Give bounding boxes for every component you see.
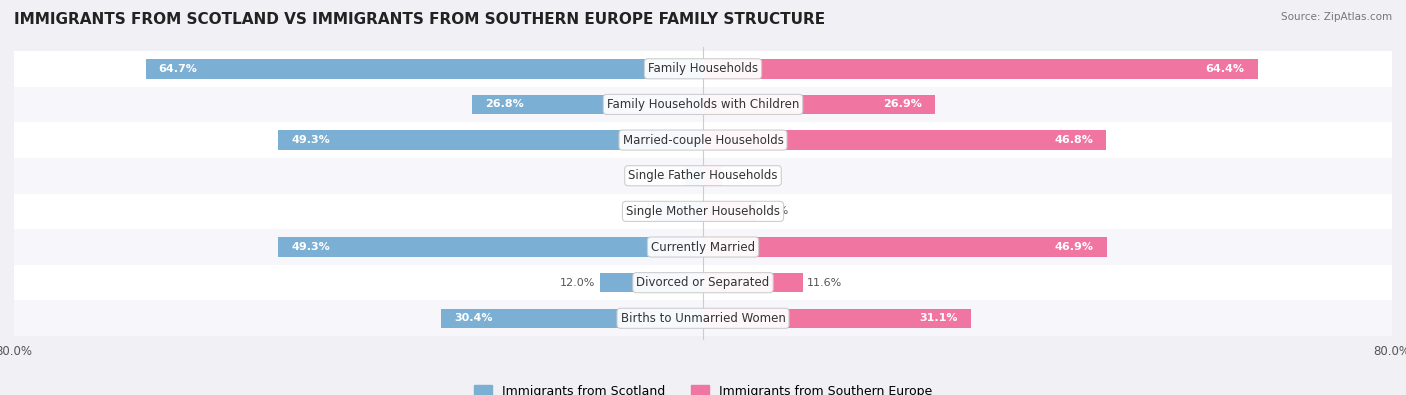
Text: 12.0%: 12.0%	[560, 278, 595, 288]
Text: 26.9%: 26.9%	[883, 100, 922, 109]
Bar	[14, 122, 1392, 158]
Text: Family Households with Children: Family Households with Children	[607, 98, 799, 111]
Text: Single Father Households: Single Father Households	[628, 169, 778, 182]
Bar	[14, 301, 1392, 336]
Text: Births to Unmarried Women: Births to Unmarried Women	[620, 312, 786, 325]
Bar	[703, 95, 935, 114]
Legend: Immigrants from Scotland, Immigrants from Southern Europe: Immigrants from Scotland, Immigrants fro…	[474, 385, 932, 395]
Bar	[703, 308, 970, 328]
Bar	[703, 130, 1107, 150]
Bar	[703, 201, 755, 221]
Text: Married-couple Households: Married-couple Households	[623, 134, 783, 147]
Text: Single Mother Households: Single Mother Households	[626, 205, 780, 218]
Bar	[14, 229, 1392, 265]
Text: 46.9%: 46.9%	[1054, 242, 1094, 252]
Text: IMMIGRANTS FROM SCOTLAND VS IMMIGRANTS FROM SOUTHERN EUROPE FAMILY STRUCTURE: IMMIGRANTS FROM SCOTLAND VS IMMIGRANTS F…	[14, 12, 825, 27]
Bar	[472, 95, 703, 114]
Bar	[278, 237, 703, 257]
Text: 46.8%: 46.8%	[1054, 135, 1092, 145]
Bar	[703, 166, 721, 186]
Text: 11.6%: 11.6%	[807, 278, 842, 288]
Bar	[685, 166, 703, 186]
Bar	[441, 308, 703, 328]
Text: Source: ZipAtlas.com: Source: ZipAtlas.com	[1281, 12, 1392, 22]
Text: 6.1%: 6.1%	[759, 206, 789, 216]
Bar	[599, 273, 703, 292]
Bar	[703, 59, 1257, 79]
Bar	[14, 194, 1392, 229]
Text: Currently Married: Currently Married	[651, 241, 755, 254]
Bar	[14, 87, 1392, 122]
Text: Divorced or Separated: Divorced or Separated	[637, 276, 769, 289]
Text: Family Households: Family Households	[648, 62, 758, 75]
Text: 49.3%: 49.3%	[291, 242, 330, 252]
Text: 5.5%: 5.5%	[623, 206, 651, 216]
Text: 64.7%: 64.7%	[159, 64, 198, 74]
Bar	[703, 273, 803, 292]
Bar	[14, 51, 1392, 87]
Text: 64.4%: 64.4%	[1206, 64, 1244, 74]
Bar	[14, 158, 1392, 194]
Bar	[703, 237, 1107, 257]
Text: 30.4%: 30.4%	[454, 313, 492, 324]
Text: 49.3%: 49.3%	[291, 135, 330, 145]
Text: 2.1%: 2.1%	[652, 171, 681, 181]
Bar	[278, 130, 703, 150]
Text: 26.8%: 26.8%	[485, 100, 524, 109]
Bar	[146, 59, 703, 79]
Bar	[14, 265, 1392, 301]
Text: 2.2%: 2.2%	[727, 171, 755, 181]
Text: 31.1%: 31.1%	[920, 313, 957, 324]
Bar	[655, 201, 703, 221]
